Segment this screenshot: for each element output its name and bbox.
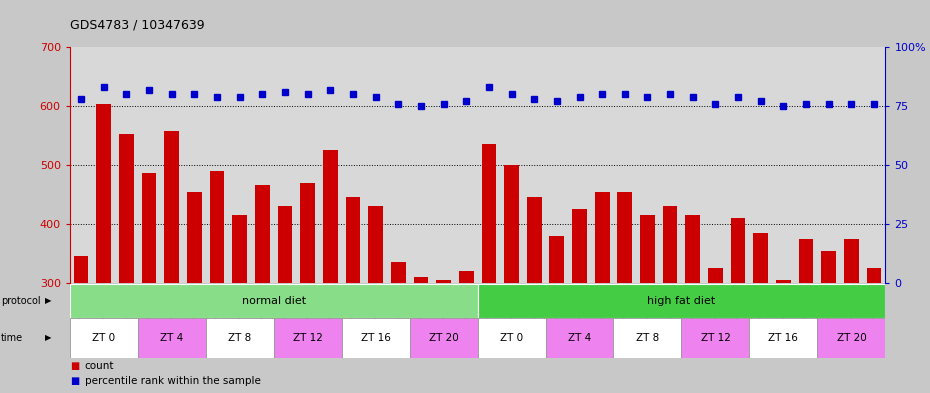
Bar bbox=[255, 184, 270, 393]
Bar bbox=[409, 318, 477, 358]
Bar bbox=[708, 268, 723, 393]
Text: ZT 16: ZT 16 bbox=[361, 333, 391, 343]
Bar bbox=[685, 215, 700, 393]
Bar bbox=[165, 131, 179, 393]
Text: ZT 20: ZT 20 bbox=[429, 333, 458, 343]
Bar bbox=[478, 318, 546, 358]
Bar bbox=[97, 104, 111, 393]
Bar bbox=[232, 215, 247, 393]
Text: GDS4783 / 10347639: GDS4783 / 10347639 bbox=[70, 18, 205, 31]
Text: ZT 0: ZT 0 bbox=[92, 333, 115, 343]
Bar bbox=[70, 284, 478, 318]
Bar bbox=[546, 318, 614, 358]
Text: high fat diet: high fat diet bbox=[647, 296, 715, 306]
Bar bbox=[187, 191, 202, 393]
Bar bbox=[346, 197, 360, 393]
Bar bbox=[821, 251, 836, 393]
Bar bbox=[817, 318, 885, 358]
Text: percentile rank within the sample: percentile rank within the sample bbox=[85, 376, 260, 386]
Bar bbox=[73, 256, 88, 393]
Bar bbox=[482, 144, 497, 393]
Text: ■: ■ bbox=[70, 361, 79, 371]
Text: ZT 4: ZT 4 bbox=[160, 333, 183, 343]
Bar bbox=[867, 268, 882, 393]
Bar bbox=[753, 233, 768, 393]
Text: ▶: ▶ bbox=[45, 334, 51, 342]
Bar bbox=[682, 318, 750, 358]
Bar bbox=[776, 280, 790, 393]
Text: ▶: ▶ bbox=[45, 296, 51, 305]
Bar bbox=[278, 206, 292, 393]
Text: ZT 12: ZT 12 bbox=[700, 333, 730, 343]
Bar bbox=[141, 173, 156, 393]
Bar bbox=[209, 171, 224, 393]
Bar bbox=[640, 215, 655, 393]
Bar bbox=[618, 191, 632, 393]
Text: count: count bbox=[85, 361, 114, 371]
Text: time: time bbox=[1, 333, 23, 343]
Bar bbox=[614, 318, 682, 358]
Bar bbox=[414, 277, 429, 393]
Bar bbox=[368, 206, 383, 393]
Bar bbox=[844, 239, 858, 393]
Bar bbox=[750, 318, 817, 358]
Bar bbox=[300, 183, 315, 393]
Bar bbox=[526, 197, 541, 393]
Bar bbox=[323, 150, 338, 393]
Bar bbox=[572, 209, 587, 393]
Bar bbox=[799, 239, 814, 393]
Bar bbox=[273, 318, 341, 358]
Bar bbox=[504, 165, 519, 393]
Bar bbox=[341, 318, 409, 358]
Bar bbox=[436, 280, 451, 393]
Bar bbox=[119, 134, 134, 393]
Text: ZT 8: ZT 8 bbox=[636, 333, 659, 343]
Text: ZT 8: ZT 8 bbox=[228, 333, 251, 343]
Bar bbox=[478, 284, 885, 318]
Bar bbox=[70, 318, 138, 358]
Bar bbox=[391, 263, 405, 393]
Bar bbox=[731, 218, 746, 393]
Bar bbox=[206, 318, 273, 358]
Text: ZT 12: ZT 12 bbox=[293, 333, 323, 343]
Text: protocol: protocol bbox=[1, 296, 41, 306]
Bar bbox=[458, 271, 473, 393]
Text: normal diet: normal diet bbox=[242, 296, 306, 306]
Bar bbox=[138, 318, 206, 358]
Text: ZT 20: ZT 20 bbox=[836, 333, 866, 343]
Text: ■: ■ bbox=[70, 376, 79, 386]
Bar bbox=[595, 191, 609, 393]
Bar bbox=[550, 236, 565, 393]
Text: ZT 4: ZT 4 bbox=[568, 333, 591, 343]
Text: ZT 0: ZT 0 bbox=[500, 333, 523, 343]
Text: ZT 16: ZT 16 bbox=[768, 333, 798, 343]
Bar bbox=[663, 206, 677, 393]
